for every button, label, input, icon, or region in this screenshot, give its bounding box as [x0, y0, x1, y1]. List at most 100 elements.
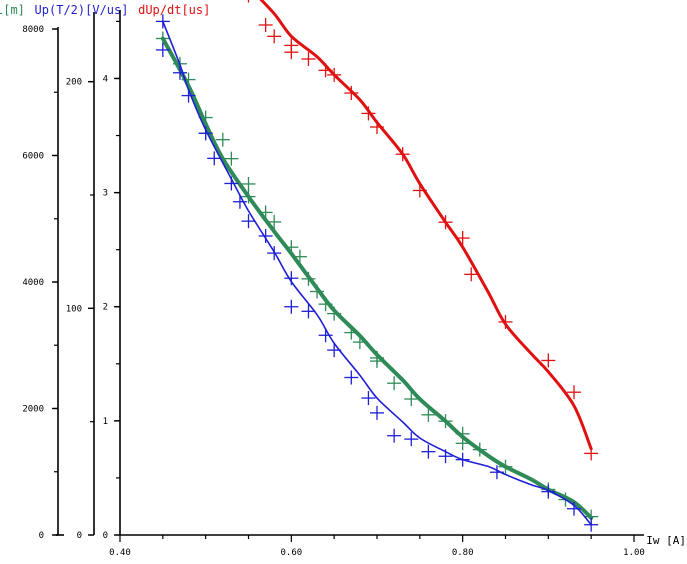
y-tick-label: 4000 [22, 278, 44, 288]
data-point [215, 132, 230, 147]
x-tick-label: 1.00 [623, 548, 645, 558]
chart-header: l[m] Up(T/2)[V/us] dUp/dt[us] [0, 0, 210, 18]
header-segment-dudt: dUp/dt[us] [138, 3, 211, 17]
data-point [412, 183, 427, 198]
data-point [541, 484, 556, 499]
data-point [541, 353, 556, 368]
y-tick-label: 200 [66, 78, 82, 88]
data-point [301, 304, 316, 319]
data-point [198, 110, 213, 125]
x-tick-label: 0.40 [109, 548, 131, 558]
y-tick-label: 0 [39, 531, 44, 541]
data-point [370, 120, 384, 134]
data-point [344, 325, 359, 340]
data-point [284, 240, 299, 255]
y-tick-label: 6000 [22, 152, 44, 162]
series-0 [155, 31, 599, 524]
data-point [404, 392, 419, 407]
data-point [241, 214, 256, 229]
data-point [284, 271, 299, 286]
data-point [438, 215, 453, 230]
data-point [241, 189, 256, 204]
data-point [344, 370, 359, 385]
data-point [284, 299, 299, 314]
data-point [455, 452, 470, 467]
data-point [455, 231, 470, 246]
header-segment-up: Up(T/2)[V/us] [34, 3, 129, 17]
data-point [498, 459, 513, 474]
data-point [327, 343, 342, 358]
series-1 [247, 0, 599, 461]
data-point [489, 465, 504, 480]
data-point [181, 88, 196, 103]
data-point [327, 306, 342, 321]
data-point [247, 0, 250, 3]
data-point [258, 228, 273, 243]
y-tick-label: 100 [66, 304, 82, 314]
data-point [567, 385, 582, 400]
data-point [258, 205, 273, 220]
data-point [472, 442, 487, 457]
data-point [455, 436, 470, 451]
y-tick-label: 3 [103, 189, 108, 199]
data-point [232, 194, 247, 209]
series-line [160, 36, 594, 520]
data-point [584, 446, 599, 461]
data-point [310, 284, 325, 299]
data-point [395, 147, 410, 162]
y-tick-label: 0 [103, 531, 108, 541]
data-point [241, 176, 256, 191]
data-point [498, 314, 513, 329]
data-point [267, 214, 282, 229]
data-point [318, 63, 333, 78]
data-point [352, 335, 367, 350]
data-point [198, 126, 213, 141]
data-point [327, 67, 342, 82]
data-point [464, 267, 479, 282]
data-point [370, 405, 384, 420]
series-line [162, 20, 592, 526]
data-point [292, 249, 307, 264]
series-layer [155, 0, 599, 532]
data-point [421, 407, 436, 422]
series-line [259, 0, 593, 451]
data-point [181, 72, 196, 87]
y-tick-label: 0 [77, 531, 82, 541]
data-point [284, 38, 299, 53]
data-point [318, 328, 333, 343]
data-point [318, 297, 333, 312]
data-point [370, 354, 384, 369]
data-point [387, 428, 402, 443]
y-tick-label: 4 [103, 74, 108, 84]
y-tick-label: 2000 [22, 405, 44, 415]
data-point [155, 42, 170, 57]
data-point [438, 449, 453, 464]
x-tick-label: 0.60 [280, 548, 302, 558]
data-point [344, 86, 359, 100]
header-segment-length: l[m] [0, 3, 25, 17]
data-point [404, 432, 419, 447]
y-tick-label: 2 [103, 303, 108, 313]
data-point [224, 176, 239, 191]
data-point [155, 14, 170, 29]
y-tick-label: 8000 [22, 25, 44, 35]
y-tick-label: 1 [103, 417, 108, 427]
data-point [361, 391, 376, 406]
data-point [584, 517, 599, 532]
x-axis-label: Iw [A] [646, 534, 686, 547]
data-point [567, 501, 582, 516]
data-point [387, 376, 402, 391]
series-2 [155, 14, 599, 532]
data-point [224, 151, 239, 166]
data-point [301, 271, 316, 286]
data-point [361, 106, 376, 121]
data-point [438, 414, 453, 429]
data-point [267, 246, 282, 261]
data-point [172, 65, 187, 80]
data-point [258, 18, 273, 32]
data-point [301, 52, 316, 66]
data-point [421, 444, 436, 459]
x-tick-label: 0.80 [452, 548, 474, 558]
